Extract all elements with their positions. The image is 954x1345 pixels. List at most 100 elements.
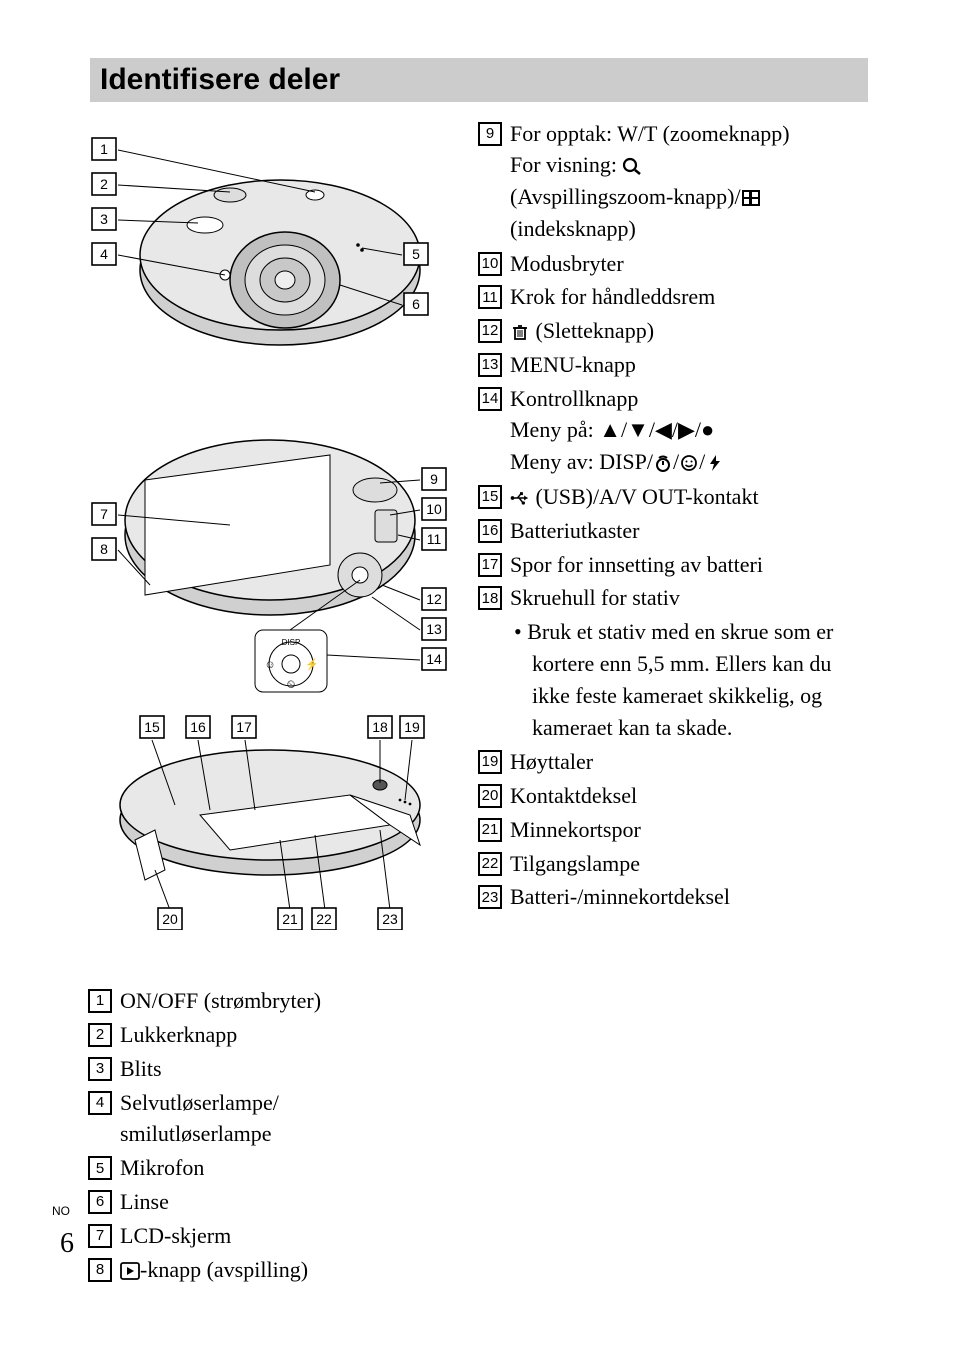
callout-number: 7 bbox=[88, 1224, 112, 1248]
svg-text:⏲: ⏲ bbox=[287, 679, 296, 691]
callout-number: 19 bbox=[478, 750, 502, 774]
svg-text:17: 17 bbox=[236, 719, 252, 735]
list-item-text: -knapp (avspilling) bbox=[120, 1254, 458, 1286]
list-item-continuation: Meny av: DISP/// bbox=[478, 446, 868, 478]
list-item-text: Spor for innsetting av batteri bbox=[510, 549, 868, 581]
callout-number: 9 bbox=[478, 122, 502, 146]
page-lang-label: NO bbox=[52, 1204, 70, 1218]
svg-text:DISP: DISP bbox=[282, 638, 301, 647]
callout-number: 17 bbox=[478, 553, 502, 577]
callout-number: 8 bbox=[88, 1258, 112, 1282]
callout-number: 16 bbox=[478, 519, 502, 543]
svg-text:3: 3 bbox=[100, 211, 108, 227]
list-item: 17 Spor for innsetting av batteri bbox=[478, 549, 868, 581]
list-item: 15 (USB)/A/V OUT-kontakt bbox=[478, 481, 868, 513]
list-item: 18Skruehull for stativ bbox=[478, 582, 868, 614]
list-item-text: Høyttaler bbox=[510, 746, 868, 778]
svg-text:19: 19 bbox=[404, 719, 420, 735]
svg-text:20: 20 bbox=[162, 911, 178, 927]
camera-bottom-diagram: 151617181920212223 bbox=[80, 710, 460, 930]
callout-number: 1 bbox=[88, 989, 112, 1013]
list-item: 11 Krok for håndleddsrem bbox=[478, 281, 868, 313]
svg-text:2: 2 bbox=[100, 176, 108, 192]
callout-number: 11 bbox=[478, 285, 502, 309]
callout-number: 20 bbox=[478, 784, 502, 808]
list-item-continuation: smilutløserlampe bbox=[88, 1118, 458, 1150]
list-item-text: Selvutløserlampe/ bbox=[120, 1087, 458, 1119]
parts-list-left: 1 ON/OFF (strømbryter) 2 Lukkerknapp 3 Blits4… bbox=[88, 985, 458, 1288]
camera-back-diagram: DISP ☺ ⚡ ⏲ 7 8 9 10 11 12 13 14 bbox=[80, 385, 460, 705]
list-item: 23 Batteri-/minnekortdeksel bbox=[478, 881, 868, 913]
diagram-area: 123456 DISP ☺ ⚡ ⏲ bbox=[80, 130, 460, 960]
callout-number: 13 bbox=[478, 353, 502, 377]
list-item-bullet: • Bruk et stativ med en skrue som er kor… bbox=[478, 616, 868, 744]
svg-text:⚡: ⚡ bbox=[305, 658, 319, 671]
list-item-text: Batteri-/minnekortdeksel bbox=[510, 881, 868, 913]
list-item-text: Kontaktdeksel bbox=[510, 780, 868, 812]
svg-text:6: 6 bbox=[412, 296, 420, 312]
svg-text:23: 23 bbox=[382, 911, 398, 927]
svg-text:13: 13 bbox=[426, 621, 442, 637]
list-item-text: Lukkerknapp bbox=[120, 1019, 458, 1051]
list-item: 6 Linse bbox=[88, 1186, 458, 1218]
list-item-text: Mikrofon bbox=[120, 1152, 458, 1184]
callout-number: 23 bbox=[478, 885, 502, 909]
list-item-text: Blits bbox=[120, 1053, 458, 1085]
list-item: 7 LCD-skjerm bbox=[88, 1220, 458, 1252]
list-item-text: Skruehull for stativ bbox=[510, 582, 868, 614]
list-item-text: LCD-skjerm bbox=[120, 1220, 458, 1252]
list-item-text: (Sletteknapp) bbox=[510, 315, 868, 347]
svg-text:14: 14 bbox=[426, 651, 442, 667]
svg-text:7: 7 bbox=[100, 506, 108, 522]
svg-text:15: 15 bbox=[144, 719, 160, 735]
list-item: 22 Tilgangslampe bbox=[478, 848, 868, 880]
callout-number: 6 bbox=[88, 1190, 112, 1214]
list-item: 1 ON/OFF (strømbryter) bbox=[88, 985, 458, 1017]
list-item: 12 (Sletteknapp) bbox=[478, 315, 868, 347]
svg-text:10: 10 bbox=[426, 501, 442, 517]
list-item-text: Minnekortspor bbox=[510, 814, 868, 846]
list-item-continuation: (Avspillingszoom-knapp)/ bbox=[478, 181, 868, 213]
list-item-text: Linse bbox=[120, 1186, 458, 1218]
callout-number: 5 bbox=[88, 1156, 112, 1180]
svg-text:9: 9 bbox=[430, 471, 438, 487]
list-item: 10 Modusbryter bbox=[478, 248, 868, 280]
list-item: 9 For opptak: W/T (zoomeknapp) bbox=[478, 118, 868, 150]
list-item-text: Modusbryter bbox=[510, 248, 868, 280]
svg-text:16: 16 bbox=[190, 719, 206, 735]
callout-number: 15 bbox=[478, 485, 502, 509]
callout-number: 2 bbox=[88, 1023, 112, 1047]
list-item-text: ON/OFF (strømbryter) bbox=[120, 985, 458, 1017]
list-item: 19 Høyttaler bbox=[478, 746, 868, 778]
list-item: 14 Kontrollknapp bbox=[478, 383, 868, 415]
callout-number: 3 bbox=[88, 1057, 112, 1081]
list-item-text: Tilgangslampe bbox=[510, 848, 868, 880]
list-item: 16 Batteriutkaster bbox=[478, 515, 868, 547]
list-item-text: Batteriutkaster bbox=[510, 515, 868, 547]
page-number: 6 bbox=[60, 1228, 74, 1260]
callout-number: 22 bbox=[478, 852, 502, 876]
svg-text:22: 22 bbox=[316, 911, 332, 927]
svg-text:18: 18 bbox=[372, 719, 388, 735]
callout-number: 10 bbox=[478, 252, 502, 276]
list-item: 4Selvutløserlampe/ bbox=[88, 1087, 458, 1119]
svg-text:8: 8 bbox=[100, 541, 108, 557]
camera-front-diagram: 123456 bbox=[80, 130, 460, 380]
svg-text:☺: ☺ bbox=[264, 659, 275, 671]
section-heading: Identifisere deler bbox=[90, 58, 868, 102]
svg-text:12: 12 bbox=[426, 591, 442, 607]
list-item: 2 Lukkerknapp bbox=[88, 1019, 458, 1051]
list-item-text: Kontrollknapp bbox=[510, 383, 868, 415]
callout-number: 14 bbox=[478, 387, 502, 411]
heading-text: Identifisere deler bbox=[100, 63, 340, 97]
svg-text:11: 11 bbox=[427, 531, 442, 547]
svg-text:4: 4 bbox=[100, 246, 108, 262]
list-item-text: For opptak: W/T (zoomeknapp) bbox=[510, 118, 868, 150]
list-item-text: Krok for håndleddsrem bbox=[510, 281, 868, 313]
list-item: 5 Mikrofon bbox=[88, 1152, 458, 1184]
list-item-continuation: Meny på: ▲/▼/◀/▶/● bbox=[478, 414, 868, 446]
list-item: 21Minnekortspor bbox=[478, 814, 868, 846]
list-item: 8 -knapp (avspilling) bbox=[88, 1254, 458, 1286]
list-item-text: (USB)/A/V OUT-kontakt bbox=[510, 481, 868, 513]
callout-number: 12 bbox=[478, 319, 502, 343]
